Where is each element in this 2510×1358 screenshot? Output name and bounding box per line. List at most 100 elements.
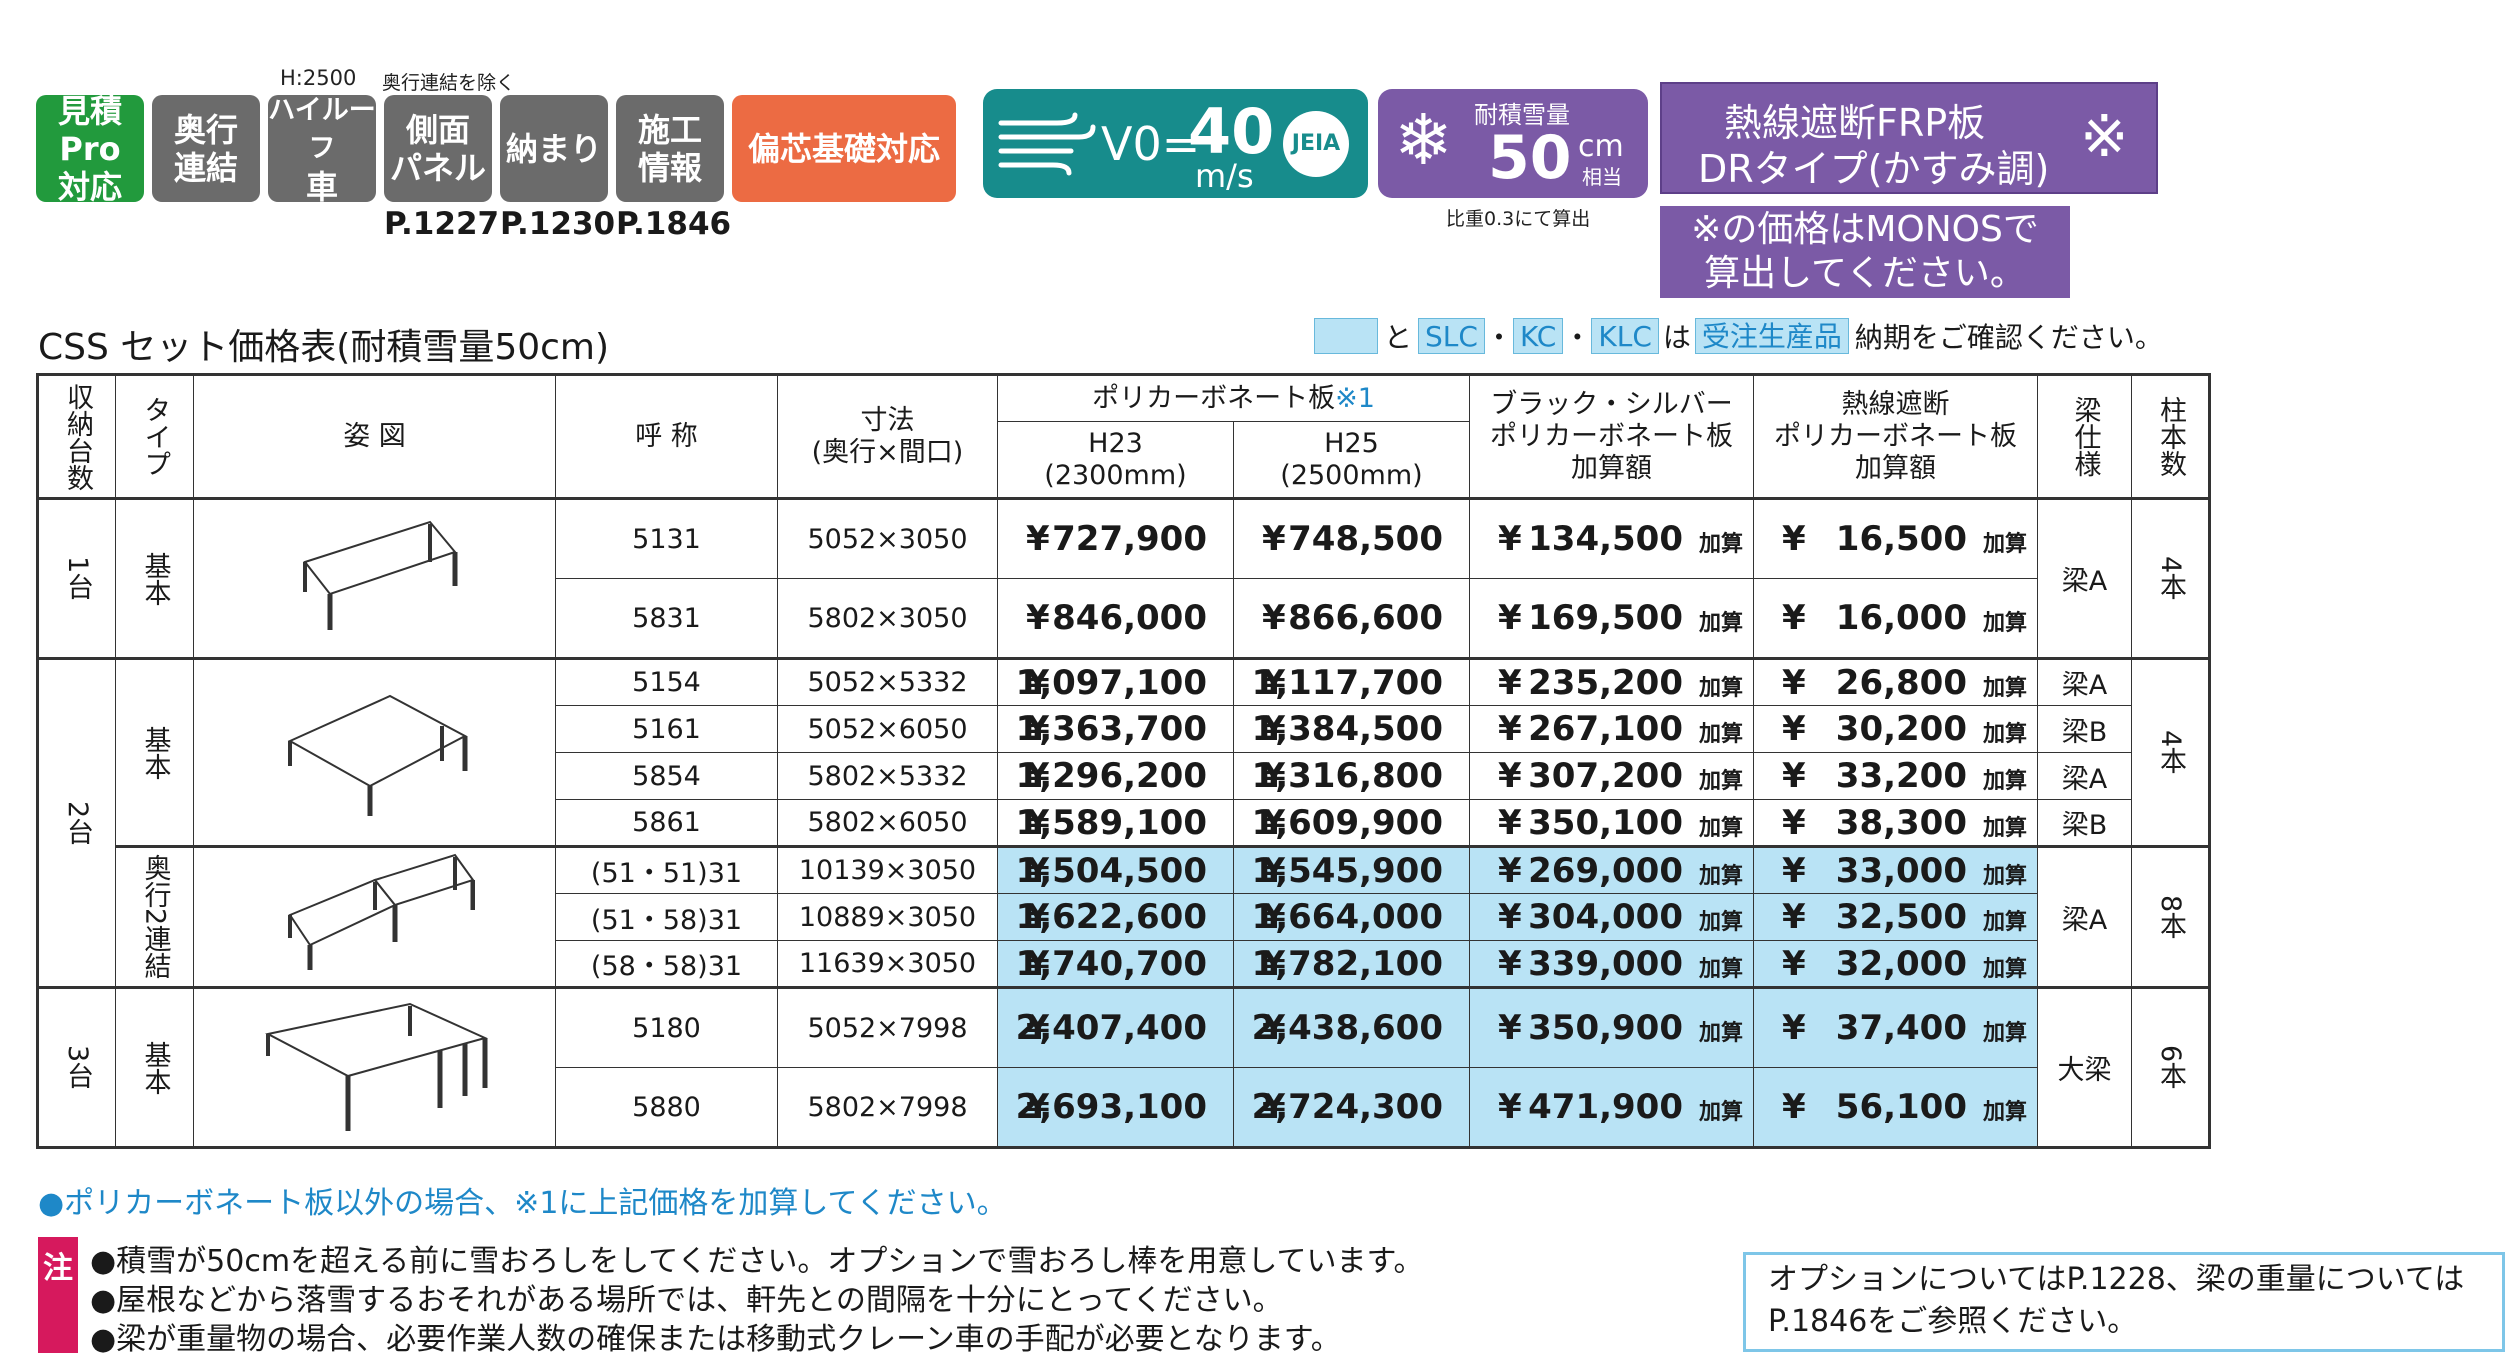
header-name: 呼 称 [555, 374, 778, 499]
price-heat-shield: ¥56,100 加算 [1753, 1067, 2038, 1148]
type-kihon: 基本 [115, 986, 194, 1148]
polycarbonate-footnote: ●ポリカーボネート板以外の場合、※1に上記価格を加算してください。 [38, 1186, 1007, 1221]
price-h23: ¥2,693,100 [997, 1067, 1234, 1148]
height-note: H:2500 [280, 66, 357, 90]
beam-g1: 梁A [2037, 497, 2132, 659]
row-dimensions: 10139×3050 [777, 845, 998, 894]
price-heat-shield: ¥26,800 加算 [1753, 657, 2038, 706]
price-h23: ¥846,000 [997, 578, 1234, 659]
price-h23: ¥1,504,500 [997, 845, 1234, 894]
snow-load-value: 50 [1488, 123, 1572, 193]
table-row: 3台 基本 5180 5052×7998 ¥2,407,400 ¥2,438,6… [37, 986, 2210, 1148]
price-h25: ¥866,600 [1233, 578, 1470, 659]
price-heat-shield: ¥37,400 加算 [1753, 986, 2038, 1068]
badge-line2: パネル [389, 148, 486, 187]
header-figure: 姿 図 [193, 374, 556, 499]
page-title: CSS セット価格表(耐積雪量50cm) [38, 327, 610, 368]
table-row: (58・58)31 11639×3050 ¥1,740,700 ¥1,782,1… [38, 940, 2210, 988]
header-count: 収納台数 [37, 374, 116, 499]
row-code: (51・51)31 [555, 845, 778, 894]
note-line: ●積雪が50cmを超える前に雪おろしをしてください。オプションで雪おろし棒を用意… [90, 1244, 1424, 1279]
note-line: ●梁が重量物の場合、必要作業人数の確保または移動式クレーン車の手配が必要となりま… [90, 1322, 1341, 1357]
row-code: 5880 [555, 1067, 778, 1148]
row-beam: 梁B [2037, 705, 2132, 753]
badge-line2: 対応 [57, 167, 122, 206]
legend-tail: 納期をご確認ください。 [1854, 321, 2163, 354]
price-heat-shield: ¥33,000 加算 [1753, 845, 2038, 894]
page-ref-1846[interactable]: P.1846 [616, 206, 732, 242]
beam-g2b: 梁A [2037, 845, 2132, 988]
row-dimensions: 10889×3050 [777, 893, 998, 941]
badge-henshin-kiso[interactable]: 偏芯基礎対応 [732, 95, 956, 202]
row-dimensions: 5802×7998 [777, 1067, 998, 1148]
price-h25: ¥2,438,600 [1233, 986, 1470, 1068]
badge-mitsumori-pro[interactable]: 見積Pro 対応 [36, 91, 144, 206]
header-beam: 梁仕様 [2037, 374, 2132, 499]
row-dimensions: 5052×7998 [777, 986, 998, 1068]
option-line2: P.1846をご参照ください。 [1768, 1304, 2138, 1339]
table-row: 5831 5802×3050 ¥846,000 ¥866,600 ¥169,50… [38, 578, 2210, 659]
price-black-silver: ¥350,100 加算 [1469, 799, 1754, 847]
legend-juchu: 受注生産品 [1694, 318, 1849, 354]
page-ref-1227[interactable]: P.1227 [384, 206, 500, 242]
row-code: 5831 [555, 578, 778, 659]
header-h23: H23 (2300mm) [997, 421, 1234, 499]
option-reference-box: オプションについてはP.1228、梁の重量については P.1846をご参照くださ… [1743, 1252, 2505, 1352]
header-black-silver: ブラック・シルバー ポリカーボネート板 加算額 [1469, 374, 1754, 499]
row-dimensions: 11639×3050 [777, 940, 998, 988]
price-heat-shield: ¥33,200 加算 [1753, 752, 2038, 800]
monos-line2: 算出してください。 [1704, 253, 2026, 294]
price-h25: ¥1,117,700 [1233, 657, 1470, 706]
price-black-silver: ¥267,100 加算 [1469, 705, 1754, 753]
price-h23: ¥1,589,100 [997, 799, 1234, 847]
price-black-silver: ¥339,000 加算 [1469, 940, 1754, 988]
badge-high-roof[interactable]: ハイルーフ 車 [268, 95, 376, 206]
legend-klc: KLC [1591, 318, 1659, 354]
carport-2dai-figure [287, 694, 467, 816]
note-tag: 注 [38, 1237, 78, 1353]
price-table: 収納台数 タイプ 姿 図 呼 称 寸法 (奥行×間口) ポリカーボネート板※1 ブ… [36, 373, 2211, 1149]
frp-line2: DRタイプ(かすみ調) [1698, 147, 2050, 191]
badge-side-panel[interactable]: 側面 パネル [384, 95, 492, 202]
figure-2dai [193, 657, 556, 847]
frp-plate-box: 熱線遮断FRP板 DRタイプ(かすみ調) ※ [1660, 82, 2158, 194]
price-heat-shield: ¥32,000 加算 [1753, 940, 2038, 988]
beam-g3: 大梁 [2037, 986, 2132, 1148]
legend-to: と [1384, 321, 1413, 354]
wind-speed-value: 40 [1188, 95, 1275, 168]
row-beam: 梁A [2037, 752, 2132, 800]
price-h23: ¥1,296,200 [997, 752, 1234, 800]
type-kihon: 基本 [115, 657, 194, 847]
header-h25: H25 (2500mm) [1233, 421, 1470, 499]
price-black-silver: ¥307,200 加算 [1469, 752, 1754, 800]
price-black-silver: ¥471,900 加算 [1469, 1067, 1754, 1148]
row-code: 5154 [555, 657, 778, 706]
group-1dai: 1台 [37, 497, 116, 659]
price-heat-shield: ¥16,500 加算 [1753, 497, 2038, 579]
posts-g2a: 4本 [2131, 657, 2210, 847]
badge-osamari[interactable]: 納まり [500, 95, 608, 202]
row-code: 5861 [555, 799, 778, 847]
badge-line1: 奥行 [173, 110, 238, 149]
price-h25: ¥748,500 [1233, 497, 1470, 579]
badge-sekou-info[interactable]: 施工 情報 [616, 95, 724, 202]
price-heat-shield: ¥16,000 加算 [1753, 578, 2038, 659]
badge-line1: 見積Pro [57, 91, 122, 168]
figure-3dai [193, 986, 556, 1148]
price-h25: ¥1,384,500 [1233, 705, 1470, 753]
badge-okuyuki-renketsu[interactable]: 奥行 連結 [152, 95, 260, 202]
okuyuki-exclusion-note: 奥行連結を除く [382, 72, 516, 94]
row-dimensions: 5802×6050 [777, 799, 998, 847]
price-h25: ¥1,664,000 [1233, 893, 1470, 941]
page-ref-1230[interactable]: P.1230 [500, 206, 616, 242]
badge-line1: 偏芯基礎対応 [747, 129, 940, 168]
posts-g3: 6本 [2131, 986, 2210, 1148]
row-code: 5854 [555, 752, 778, 800]
price-h25: ¥1,545,900 [1233, 845, 1470, 894]
group-3dai: 3台 [37, 986, 116, 1148]
table-row: 奥行2連結 (51・51)31 10139×3050 ¥1,504,500 ¥1… [38, 845, 2210, 988]
row-code: (58・58)31 [555, 940, 778, 988]
badge-line2: 連結 [173, 148, 238, 187]
figure-1dai [193, 497, 556, 659]
wind-icon [998, 112, 1096, 176]
